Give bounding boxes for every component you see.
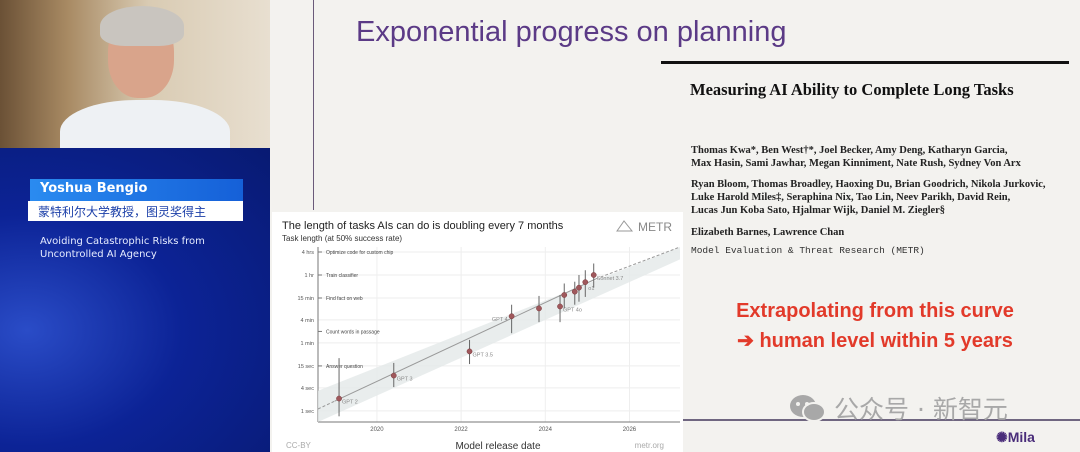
speaker-video — [0, 0, 270, 148]
chart-title: The length of tasks AIs can do is doubli… — [282, 220, 564, 232]
author-line: Luke Harold Miles‡, Seraphina Nix, Tao L… — [691, 192, 1011, 203]
callout-line-2: ➔ human level within 5 years — [737, 330, 1013, 352]
data-point — [576, 284, 582, 291]
task-label: Count words in passage — [326, 329, 380, 335]
x-tick-label: 2022 — [454, 427, 468, 433]
trend-extrapolation-past — [317, 400, 336, 410]
talk-title: Avoiding Catastrophic Risks from Uncontr… — [40, 236, 205, 260]
y-tick-label: 15 sec — [298, 364, 314, 370]
data-point — [336, 395, 342, 402]
y-tick-label: 4 hrs — [302, 250, 314, 256]
y-tick-label: 4 min — [301, 318, 314, 324]
data-point — [390, 372, 397, 379]
trend-extrapolation-future — [595, 246, 681, 280]
task-label: Answer question — [326, 364, 363, 370]
data-point — [561, 292, 568, 298]
author-line: Elizabeth Barnes, Lawrence Chan — [691, 227, 845, 238]
data-point — [536, 305, 542, 312]
paper-organization: Model Evaluation & Threat Research (METR… — [691, 245, 925, 256]
chart-svg: The length of tasks AIs can do is doubli… — [282, 220, 681, 452]
mila-logo: ✺Mila — [996, 429, 1035, 446]
x-axis-label: Model release date — [455, 441, 540, 452]
point-label: GPT 3.5 — [473, 352, 493, 358]
watermark-text: 公众号 · 新智元 — [834, 395, 1008, 424]
mila-logo-text: Mila — [1007, 429, 1035, 445]
chart-brand: METR — [638, 220, 672, 234]
data-point — [571, 288, 578, 295]
author-line: Thomas Kwa*, Ben West†*, Joel Becker, Am… — [691, 145, 1008, 156]
author-line: Ryan Bloom, Thomas Broadley, Haoxing Du,… — [691, 179, 1046, 190]
paper-top-rule — [661, 61, 1069, 64]
x-tick-label: 2026 — [623, 427, 637, 433]
y-tick-label: 4 sec — [301, 386, 314, 392]
chart-source: metr.org — [635, 441, 664, 450]
data-point — [557, 303, 563, 310]
paper-title: Measuring AI Ability to Complete Long Ta… — [690, 80, 1014, 99]
watermark: 公众号 · 新智元 — [788, 390, 1008, 426]
metr-logo-icon — [616, 220, 634, 232]
data-point — [582, 279, 589, 285]
speaker-panel: Yoshua Bengio 蒙特利尔大学教授，图灵奖得主 Avoiding Ca… — [0, 0, 270, 452]
y-tick-label: 15 min — [297, 296, 314, 302]
callout-line-1: Extrapolating from this curve — [736, 300, 1014, 322]
trend-line — [334, 278, 597, 402]
point-label: GPT 4o — [563, 307, 582, 313]
slide-title: Exponential progress on planning — [356, 16, 787, 48]
y-tick-label: 1 min — [301, 341, 314, 347]
speaker-affiliation: 蒙特利尔大学教授，图灵奖得主 — [28, 201, 243, 221]
data-point — [590, 272, 597, 278]
data-point — [508, 313, 515, 320]
confidence-band — [318, 247, 680, 422]
y-tick-label: 1 sec — [301, 409, 314, 415]
speaker-hair — [100, 6, 184, 46]
point-label: GPT 4 — [492, 317, 508, 323]
mila-globe-icon: ✺ — [996, 429, 1008, 445]
chart-subtitle: Task length (at 50% success rate) — [282, 234, 402, 243]
point-label: Sonnet 3.7 — [597, 276, 624, 282]
point-label: GPT 2 — [342, 400, 358, 406]
x-tick-label: 2020 — [370, 427, 384, 433]
x-tick-label: 2024 — [539, 427, 553, 433]
speaker-name: Yoshua Bengio — [30, 179, 243, 201]
chart-license: CC-BY — [286, 441, 312, 450]
task-label: Train classifier — [326, 273, 358, 279]
speaker-shirt — [60, 100, 230, 148]
task-label: Optimize code for custom chip — [326, 250, 393, 256]
point-label: GPT 3 — [397, 377, 413, 383]
data-point — [466, 348, 473, 355]
wechat-icon — [790, 395, 826, 422]
slide-footer-rule — [680, 419, 1080, 421]
slide-divider — [313, 0, 314, 210]
point-label: o1 — [588, 286, 594, 292]
y-tick-label: 1 hr — [305, 273, 315, 279]
metr-chart: The length of tasks AIs can do is doubli… — [272, 212, 683, 452]
author-line: Lucas Jun Koba Sato, Hjalmar Wijk, Danie… — [691, 205, 946, 216]
task-label: Find fact on web — [326, 296, 363, 302]
author-line: Max Hasin, Sami Jawhar, Megan Kinniment,… — [691, 158, 1021, 169]
